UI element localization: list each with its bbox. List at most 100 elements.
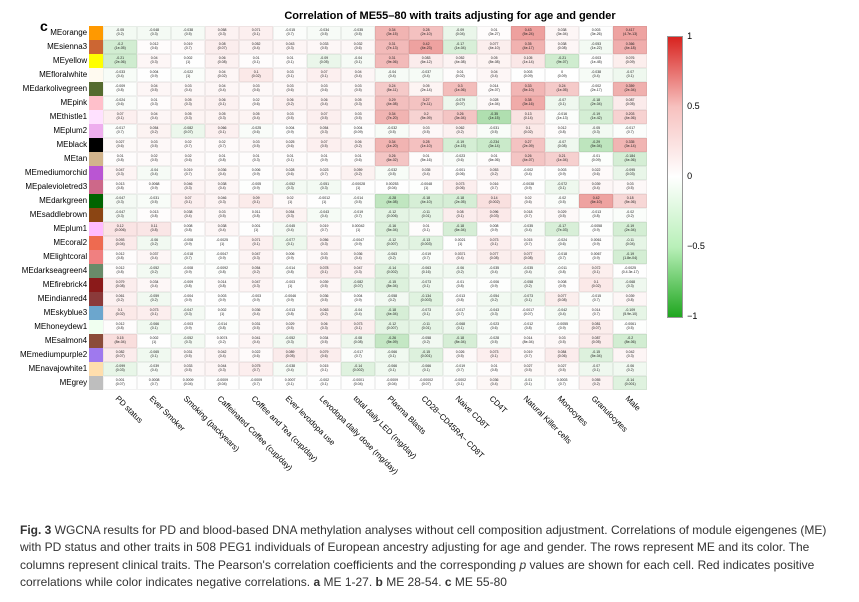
heatmap-cell: 0.016(0.7) <box>477 180 511 194</box>
cell-pvalue: (0.06) <box>456 187 465 191</box>
column-label: Naive CD8T <box>454 394 491 431</box>
cell-pvalue: (0.9) <box>491 229 498 233</box>
heatmap-cell: 0.036(0.5) <box>307 292 341 306</box>
heatmap-cell: 0.002(1) <box>205 306 239 320</box>
cell-pvalue: (0.002) <box>489 201 500 205</box>
cell-pvalue: (1e-20) <box>386 145 397 149</box>
cell-pvalue: (0.002) <box>387 271 398 275</box>
row-label-text: MEmediumpurple2 <box>20 351 89 359</box>
cell-pvalue: (0.4) <box>253 313 260 317</box>
cell-pvalue: (0.09) <box>354 131 363 135</box>
row-label-item: MEfloralwhite <box>39 68 103 82</box>
heatmap-cell: 0.07(0.1) <box>307 68 341 82</box>
heatmap-cell: -0.12(0.007) <box>375 320 409 334</box>
heatmap-cell: 0.33(5e-10) <box>511 82 545 96</box>
heatmap-cell: 0.03(0.5) <box>239 138 273 152</box>
column-label: total daily LED (mg/day) <box>352 394 419 461</box>
cell-pvalue: (0.6) <box>253 355 260 359</box>
cell-pvalue: (0.5) <box>491 341 498 345</box>
cell-pvalue: (0.08) <box>524 257 533 261</box>
cell-pvalue: (0.1) <box>253 243 260 247</box>
heatmap-cell: -0.079(0.07) <box>443 96 477 110</box>
heatmap-cell: 0.061(0.2) <box>103 292 137 306</box>
heatmap-cell: 0.01(0.9) <box>307 152 341 166</box>
colorbar-tick: 1 <box>687 31 692 41</box>
cell-pvalue: (0.07) <box>524 313 533 317</box>
cell-pvalue: (3e-14) <box>624 145 635 149</box>
row-swatch <box>89 152 103 166</box>
cell-pvalue: (1e-14) <box>522 61 533 65</box>
cell-pvalue: (0.3) <box>151 61 158 65</box>
row-label-text: MEmediumorchid <box>25 169 89 177</box>
cell-pvalue: (0.1) <box>253 61 260 65</box>
heatmap-cell: -0.234(3e-14) <box>477 138 511 152</box>
heatmap-cell: 0.014(8e-04) <box>511 334 545 348</box>
cell-pvalue: (0.1) <box>457 383 464 387</box>
cell-pvalue: (0.7) <box>253 383 260 387</box>
heatmap-cell: -0.012(0.8) <box>511 320 545 334</box>
heatmap-cell: 0.2(5e-09) <box>409 110 443 124</box>
cell-pvalue: (0.6) <box>253 131 260 135</box>
row-swatch <box>89 194 103 208</box>
row-swatch <box>89 110 103 124</box>
heatmap-cell: -0.034(0.5) <box>307 26 341 40</box>
cell-pvalue: (1.8e-04) <box>623 257 637 261</box>
cell-pvalue: (0.7) <box>185 173 192 177</box>
cell-pvalue: (0.2) <box>627 215 634 219</box>
heatmap-cell: -0.001(0.06) <box>443 166 477 180</box>
heatmap-cell: -0.05(0.3) <box>579 124 613 138</box>
heatmap-cell: 0.01(0.3) <box>239 152 273 166</box>
cell-pvalue: (0.7) <box>321 229 328 233</box>
heatmap-cell: 0.063(0.2) <box>307 306 341 320</box>
heatmap-cell: -0.134(0.003) <box>409 292 443 306</box>
row-label-item: MEsaddlebrown <box>30 208 103 222</box>
heatmap-cell: 0.019(0.7) <box>171 166 205 180</box>
heatmap-cell: 0.042(0.4) <box>205 348 239 362</box>
cell-pvalue: (0.2) <box>423 341 430 345</box>
heatmap-cell: -0.014(0.5) <box>341 194 375 208</box>
row-label-item: MEcoral2 <box>53 236 103 250</box>
heatmap-cell: 0.029(0.5) <box>273 320 307 334</box>
cell-pvalue: (1e-22) <box>590 47 601 51</box>
cell-pvalue: (0.1) <box>287 159 294 163</box>
row-label-text: MEdarkolivegreen <box>23 85 89 93</box>
cell-pvalue: (0.6) <box>559 243 566 247</box>
cell-pvalue: (1e-04) <box>556 159 567 163</box>
cell-pvalue: (0.5) <box>287 117 294 121</box>
heatmap-cell: 0.042(0.3) <box>613 348 647 362</box>
cell-pvalue: (0.02) <box>524 131 533 135</box>
heatmap-cell: -0.043(0.3) <box>477 306 511 320</box>
heatmap-cell: 0.012(0.6) <box>137 40 171 54</box>
row-label-item: MEpalevioletred3 <box>25 180 103 194</box>
cell-pvalue: (0.08) <box>218 61 227 65</box>
heatmap-cell: -0.073(0.1) <box>409 278 443 292</box>
row-label-item: MEgrey <box>60 376 104 390</box>
cell-pvalue: (0.03) <box>116 369 125 373</box>
cell-pvalue: (0.7) <box>491 187 498 191</box>
cell-pvalue: (0.4) <box>151 285 158 289</box>
heatmap-cell: -0.013(0.8) <box>273 306 307 320</box>
cell-pvalue: (0.4) <box>253 117 260 121</box>
heatmap-cell: 0.038(0.4) <box>205 180 239 194</box>
caption-a-text: ME 1-27. <box>320 575 375 589</box>
heatmap-cell: -0.04(0.4) <box>137 166 171 180</box>
cell-pvalue: (0.5) <box>321 117 328 121</box>
cell-pvalue: (0.3) <box>253 257 260 261</box>
heatmap-cell: 0.054(0.3) <box>273 208 307 222</box>
heatmap-cell: -0.019(0.7) <box>443 362 477 376</box>
heatmap-cell: -0.082(0.07) <box>171 124 205 138</box>
heatmap-cell: 0.03(0.5) <box>341 82 375 96</box>
cell-pvalue: (0.1) <box>593 369 600 373</box>
cell-pvalue: (1) <box>186 61 190 65</box>
heatmap-cell: 0.01(0.1) <box>273 54 307 68</box>
heatmap-cell: -0.18(4e-10) <box>409 194 443 208</box>
heatmap-cell: 0.05(2e-14) <box>409 82 443 96</box>
cell-pvalue: (0.4) <box>355 75 362 79</box>
heatmap-grid: -0.05(0.2)-0.048(0.3)-0.038(0.5)0.058(0.… <box>103 26 647 390</box>
cell-pvalue: (0.2) <box>151 299 158 303</box>
column-label: CD28−CD45RA− CD8T <box>420 394 486 460</box>
heatmap-cell: 0.071(0.1) <box>239 26 273 40</box>
heatmap-cell: 0.079(0.08) <box>103 278 137 292</box>
cell-pvalue: (0.1) <box>525 299 532 303</box>
heatmap-cell: 0.27(2e-09) <box>511 138 545 152</box>
